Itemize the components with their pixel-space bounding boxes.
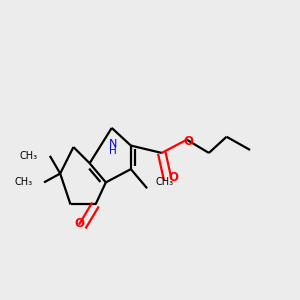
Text: O: O [169, 172, 178, 184]
Text: N: N [109, 139, 117, 149]
Text: H: H [109, 146, 117, 157]
Text: CH₃: CH₃ [156, 177, 174, 188]
Text: CH₃: CH₃ [20, 151, 38, 161]
Text: O: O [74, 217, 84, 230]
Text: O: O [183, 135, 193, 148]
Text: CH₃: CH₃ [14, 177, 32, 188]
